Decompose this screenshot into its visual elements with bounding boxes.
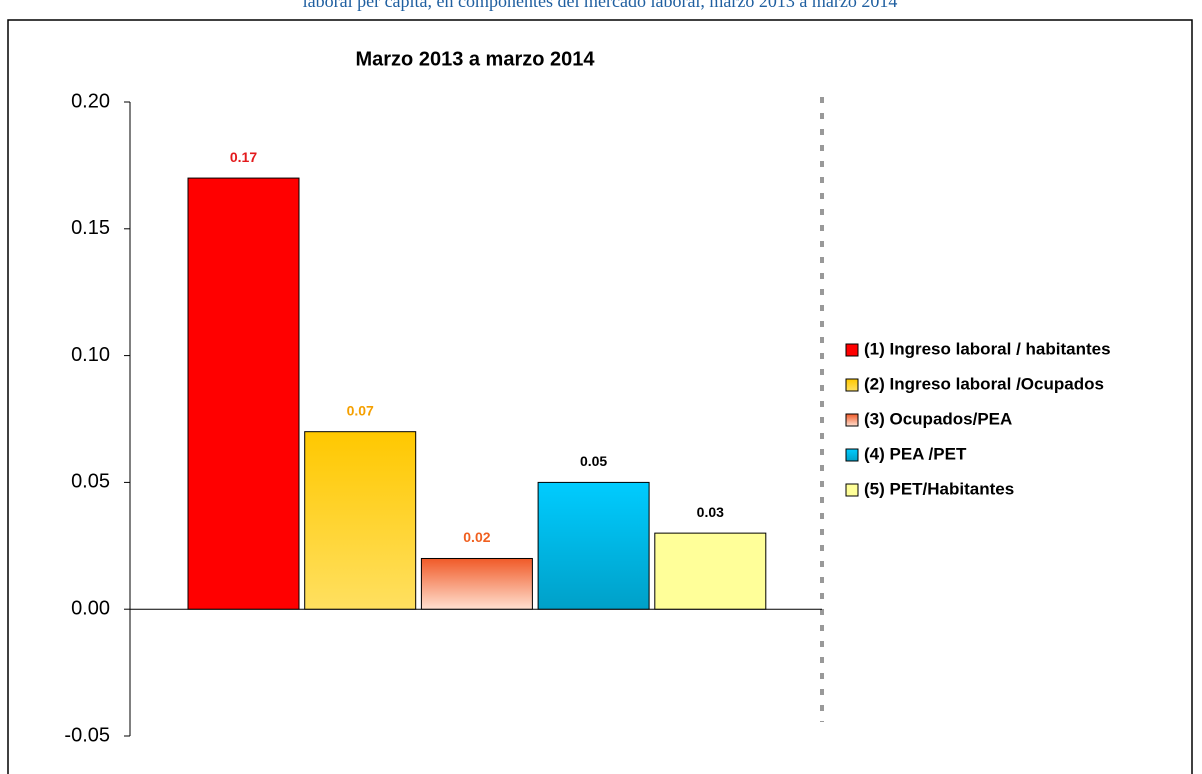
legend-swatch	[845, 378, 859, 392]
bar	[654, 532, 767, 610]
value-label: 0.17	[230, 149, 257, 165]
bar	[187, 177, 300, 610]
caption: laboral per cápita, en componentes del m…	[303, 0, 898, 11]
legend-label: (4) PEA /PET	[864, 444, 967, 463]
legend-label: (2) Ingreso laboral /Ocupados	[864, 374, 1104, 393]
y-tick-label: 0.00	[71, 597, 110, 619]
value-label: 0.05	[580, 453, 607, 469]
bar	[304, 431, 417, 610]
y-tick-label: 0.05	[71, 471, 110, 493]
legend-swatch	[845, 343, 859, 357]
y-tick-label: 0.20	[71, 90, 110, 112]
bar	[420, 557, 533, 610]
legend-swatch	[845, 413, 859, 427]
value-label: 0.07	[347, 402, 374, 418]
legend-swatch	[845, 448, 859, 462]
frame	[7, 19, 1193, 774]
legend-label: (1) Ingreso laboral / habitantes	[864, 339, 1111, 358]
y-tick-label: 0.15	[71, 217, 110, 239]
value-label: 0.02	[463, 529, 490, 545]
y-tick-label: 0.10	[71, 344, 110, 366]
value-label: 0.03	[697, 504, 724, 520]
legend-label: (3) Ocupados/PEA	[864, 409, 1012, 428]
legend-swatch	[845, 483, 859, 497]
bar	[537, 481, 650, 610]
legend-label: (5) PET/Habitantes	[864, 479, 1014, 498]
y-tick-label: -0.05	[64, 724, 110, 746]
chart-title: Marzo 2013 a marzo 2014	[355, 48, 595, 70]
